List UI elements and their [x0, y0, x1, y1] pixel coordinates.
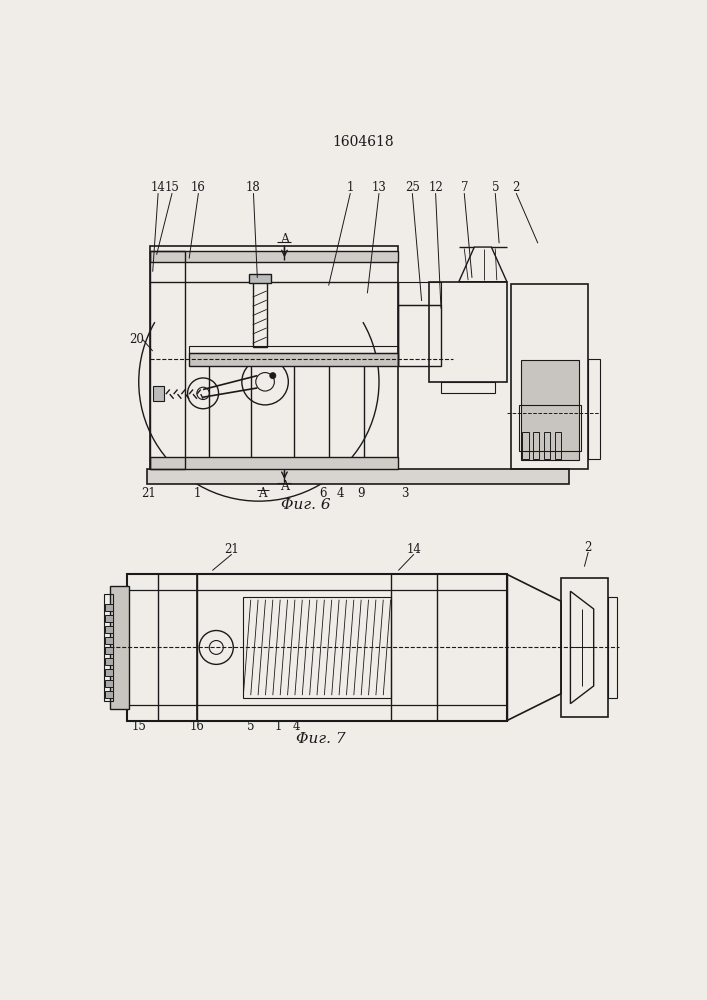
Bar: [555, 432, 561, 459]
Bar: [127, 574, 197, 721]
Bar: [522, 432, 529, 459]
Text: 2: 2: [513, 181, 520, 194]
Text: 1: 1: [274, 720, 282, 733]
Bar: [151, 251, 185, 469]
Bar: [105, 637, 113, 644]
Bar: [104, 594, 113, 701]
Bar: [398, 305, 441, 366]
Text: 1: 1: [193, 487, 201, 500]
Text: 4: 4: [337, 487, 344, 500]
Bar: [146, 469, 569, 484]
Bar: [151, 251, 398, 262]
Bar: [544, 432, 550, 459]
Bar: [518, 405, 580, 451]
Bar: [127, 574, 507, 721]
Text: 9: 9: [358, 487, 365, 500]
Bar: [189, 346, 398, 353]
Bar: [429, 282, 507, 382]
Text: 14: 14: [151, 181, 165, 194]
Text: 15: 15: [165, 181, 180, 194]
Text: 7: 7: [460, 181, 468, 194]
Bar: [105, 604, 113, 611]
Bar: [105, 647, 113, 654]
Text: 15: 15: [132, 720, 146, 733]
Text: Φиг. 7: Φиг. 7: [296, 732, 346, 746]
Bar: [105, 626, 113, 633]
Text: A: A: [280, 480, 289, 493]
Bar: [561, 578, 607, 717]
Text: 20: 20: [129, 333, 144, 346]
Bar: [588, 359, 600, 459]
Bar: [151, 457, 398, 469]
Bar: [243, 597, 391, 698]
Text: 4: 4: [292, 720, 300, 733]
Text: 16: 16: [189, 720, 204, 733]
Text: 21: 21: [141, 487, 156, 500]
Bar: [105, 669, 113, 676]
Text: 6: 6: [320, 487, 327, 500]
Text: A: A: [280, 233, 289, 246]
Text: 5: 5: [491, 181, 499, 194]
Text: 25: 25: [405, 181, 420, 194]
Text: 16: 16: [191, 181, 206, 194]
Bar: [510, 284, 588, 469]
Bar: [533, 432, 539, 459]
Text: 13: 13: [372, 181, 387, 194]
Text: 1: 1: [346, 181, 354, 194]
Bar: [105, 680, 113, 687]
Bar: [153, 386, 164, 401]
Bar: [521, 360, 579, 460]
Text: 14: 14: [407, 543, 421, 556]
Bar: [189, 353, 398, 366]
Bar: [398, 282, 441, 305]
Text: 5: 5: [247, 720, 255, 733]
Bar: [252, 282, 267, 347]
Text: 21: 21: [224, 543, 239, 556]
Text: 2: 2: [585, 541, 592, 554]
Bar: [607, 597, 617, 698]
Text: 12: 12: [428, 181, 443, 194]
Circle shape: [270, 373, 276, 379]
Text: Φиг. 6: Φиг. 6: [281, 498, 330, 512]
Bar: [105, 691, 113, 698]
Bar: [105, 658, 113, 665]
Text: A: A: [259, 487, 267, 500]
Text: 18: 18: [246, 181, 261, 194]
Text: 3: 3: [401, 487, 409, 500]
Bar: [110, 586, 129, 709]
Bar: [105, 615, 113, 622]
Bar: [151, 246, 398, 469]
Bar: [441, 382, 495, 393]
Bar: [249, 274, 271, 283]
Text: 1604618: 1604618: [332, 135, 394, 149]
